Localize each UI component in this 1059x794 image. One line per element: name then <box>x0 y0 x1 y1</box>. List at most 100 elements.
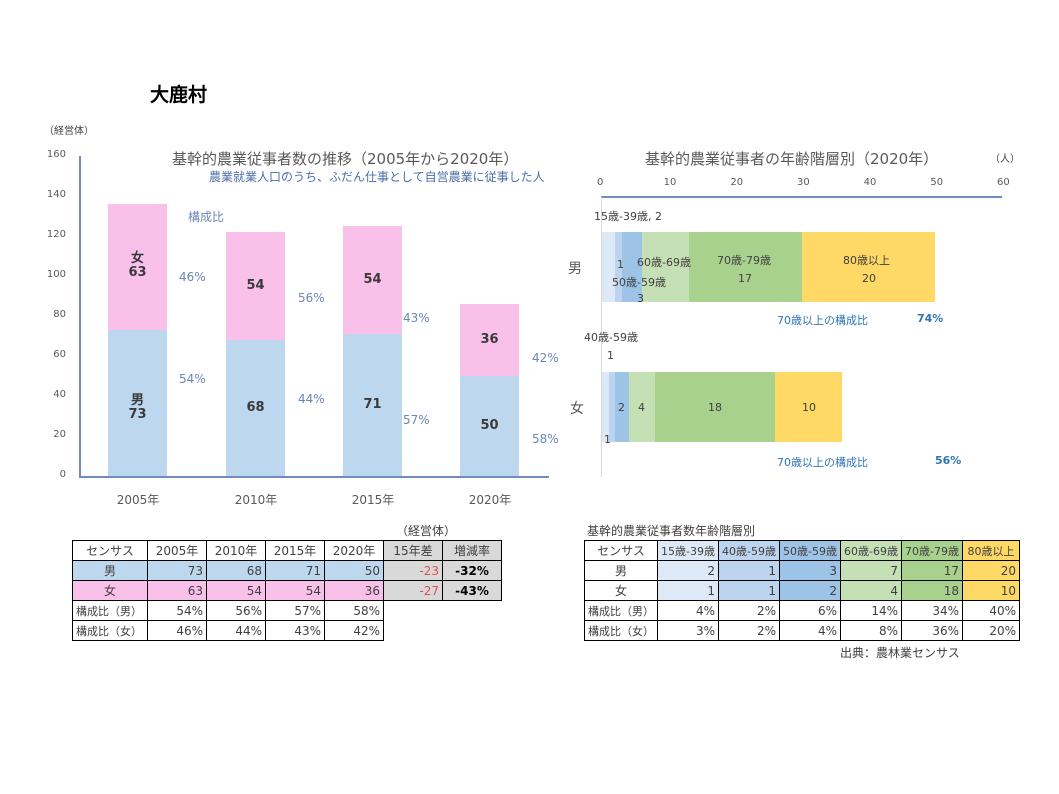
share-female: 43% <box>403 311 430 325</box>
cell: 4% <box>779 620 841 641</box>
y-axis-line <box>601 197 602 477</box>
table1-unit: （経営体） <box>396 524 457 538</box>
x-tick-label: 10 <box>663 177 677 188</box>
x-tick-label: 2005年 <box>116 493 160 507</box>
cell: 57% <box>265 600 325 621</box>
ratio-70plus-male-value: 74% <box>917 312 944 325</box>
header-cell: 2010年 <box>206 540 266 561</box>
table-age-groups: センサス 15歳-39歳 40歳-59歳 50歳-59歳 60歳-69歳 70歳… <box>584 540 1020 641</box>
row-label: 男 <box>72 560 148 581</box>
row-label-female: 女 <box>570 401 584 417</box>
cell: 71 <box>265 560 325 581</box>
header-cell: 2005年 <box>147 540 207 561</box>
label-50-59-female: 2 <box>618 401 625 414</box>
x-tick-label: 2015年 <box>351 493 395 507</box>
share-female: 42% <box>532 351 559 365</box>
label-70-79-female: 18 <box>708 401 722 414</box>
row-label: 構成比（男） <box>72 600 148 621</box>
x-tick-label: 2020年 <box>468 493 512 507</box>
segment-60歳-69歳 <box>628 372 656 442</box>
header-cell: 60歳-69歳 <box>840 540 902 561</box>
x-tick-label: 40 <box>863 177 877 188</box>
cell: 43% <box>265 620 325 641</box>
cell: 44% <box>206 620 266 641</box>
cell: 2% <box>718 600 780 621</box>
chart1-title: 基幹的農業従事者数の推移（2005年から2020年） <box>172 150 519 168</box>
diff-cell: -27 <box>383 580 443 601</box>
segment-70歳-79歳 <box>655 372 776 442</box>
chart1-subtitle: 農業就業人口のうち、ふだん仕事として自営農業に従事した人 <box>209 170 545 184</box>
label-60-69-female: 4 <box>638 401 645 414</box>
rate-cell: -43% <box>442 580 502 601</box>
row-label: 女 <box>584 580 658 601</box>
cell: 4% <box>657 600 719 621</box>
chart2-title: 基幹的農業従事者の年齢階層別（2020年） <box>645 150 939 168</box>
cell: 3 <box>779 560 841 581</box>
x-axis-line-top <box>601 196 1002 198</box>
share-annotation: 構成比 <box>188 210 225 224</box>
segment-40歳-59歳 <box>608 372 616 442</box>
label-80plus-male-value: 20 <box>862 272 876 285</box>
table-row-share-female: 構成比（女） 3% 2% 4% 8% 36% 20% <box>584 620 1020 641</box>
segment-40歳-59歳 <box>615 232 622 302</box>
share-male: 57% <box>403 413 430 427</box>
y-tick-label: 0 <box>59 469 66 480</box>
segment-70歳-79歳 <box>688 232 802 302</box>
cell: 20% <box>962 620 1020 641</box>
row-label: 構成比（男） <box>584 600 658 621</box>
table-row-male: 男 2 1 3 7 17 20 <box>584 560 1020 581</box>
cell: 10 <box>962 580 1020 601</box>
cell: 50 <box>324 560 384 581</box>
row-label: 構成比（女） <box>584 620 658 641</box>
table-yearly-workers: センサス 2005年 2010年 2015年 2020年 15年差 増減率 男 … <box>72 540 502 641</box>
segment-80歳以上 <box>802 232 936 302</box>
label-50-59-male: 50歳-59歳 <box>612 276 666 289</box>
cell: 2 <box>779 580 841 601</box>
y-axis-line <box>79 156 81 477</box>
cell: 6% <box>779 600 841 621</box>
segment-50歳-59歳 <box>615 372 629 442</box>
segment-15歳-39歳 <box>602 232 616 302</box>
hbar-male <box>602 232 1002 302</box>
header-cell: 40歳-59歳 <box>718 540 780 561</box>
x-axis-unit: （人） <box>990 154 1020 165</box>
table2-title: 基幹的農業従事者数年齢階層別 <box>587 524 756 538</box>
cell: 34% <box>901 600 963 621</box>
bar-female-2010年: 54 <box>226 232 285 340</box>
table-header-row: センサス 15歳-39歳 40歳-59歳 50歳-59歳 60歳-69歳 70歳… <box>584 540 1020 561</box>
y-tick-label: 40 <box>53 389 66 400</box>
cell: 1 <box>718 580 780 601</box>
cell: 1 <box>718 560 780 581</box>
row-label-male: 男 <box>568 261 582 277</box>
cell: 8% <box>840 620 902 641</box>
row-label: 構成比（女） <box>72 620 148 641</box>
cell: 46% <box>147 620 207 641</box>
x-tick-label: 2010年 <box>234 493 278 507</box>
cell: 54 <box>265 580 325 601</box>
header-cell: センサス <box>72 540 148 561</box>
header-cell: 15歳-39歳 <box>657 540 719 561</box>
header-cell: 2020年 <box>324 540 384 561</box>
x-tick-label: 20 <box>730 177 744 188</box>
header-cell: 増減率 <box>442 540 502 561</box>
y-tick-label: 80 <box>53 309 66 320</box>
table-row-male: 男 73 68 71 50 -23 -32% <box>72 560 502 581</box>
share-male: 54% <box>179 372 206 386</box>
label-80plus-female: 10 <box>802 401 816 414</box>
label-15-39-female: 1 <box>604 433 611 446</box>
label-40-59-floating-value: 1 <box>607 349 614 362</box>
header-cell: 80歳以上 <box>962 540 1020 561</box>
row-label: 女 <box>72 580 148 601</box>
cell: 18 <box>901 580 963 601</box>
cell: 14% <box>840 600 902 621</box>
bar-male-2010年: 68 <box>226 340 285 476</box>
label-60-69-male: 60歳-69歳 <box>637 256 691 269</box>
share-male: 44% <box>298 392 325 406</box>
cell: 54% <box>147 600 207 621</box>
share-female: 56% <box>298 291 325 305</box>
page-title: 大鹿村 <box>150 84 208 106</box>
cell: 17 <box>901 560 963 581</box>
share-male: 58% <box>532 432 559 446</box>
cell: 1 <box>657 580 719 601</box>
cell: 2 <box>657 560 719 581</box>
